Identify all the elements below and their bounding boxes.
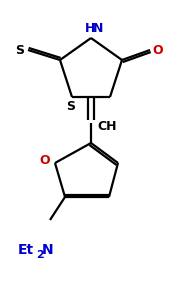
Text: S: S <box>16 44 25 57</box>
Text: H: H <box>85 21 95 34</box>
Text: 2: 2 <box>36 250 44 260</box>
Text: N: N <box>93 21 103 34</box>
Text: CH: CH <box>97 119 117 132</box>
Text: N: N <box>42 243 54 257</box>
Text: O: O <box>153 44 163 57</box>
Text: S: S <box>66 101 76 114</box>
Text: O: O <box>40 155 50 168</box>
Text: Et: Et <box>18 243 34 257</box>
